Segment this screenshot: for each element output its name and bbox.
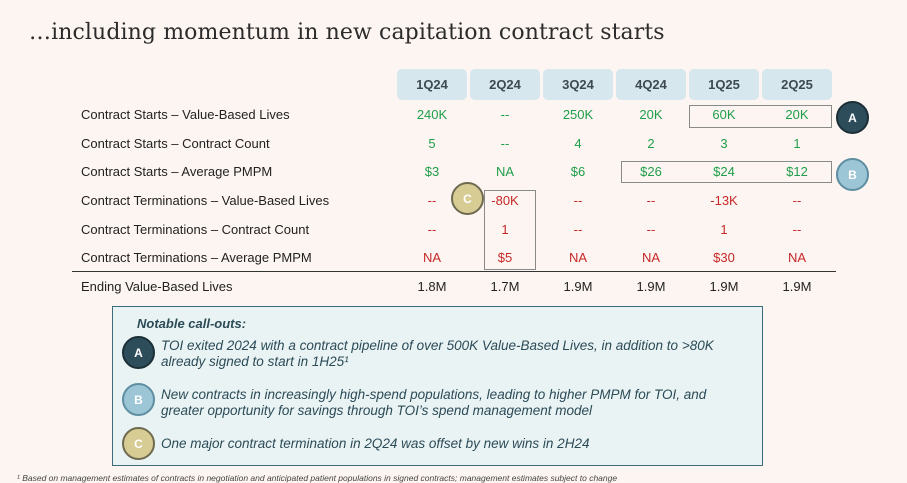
callout-text-c: One major contract termination in 2Q24 w… xyxy=(161,436,751,452)
row-label-terminations-lives: Contract Terminations – Value-Based Live… xyxy=(81,193,330,208)
table-cell: $6 xyxy=(570,164,586,179)
table-cell: 20K xyxy=(785,107,809,122)
table-cell: 1.9M xyxy=(782,279,812,294)
table-cell: 1.9M xyxy=(709,279,739,294)
table-cell: -- xyxy=(792,222,802,237)
table-cell: -- xyxy=(573,193,583,208)
callout-text-c-line1: One major contract termination in 2Q24 w… xyxy=(161,436,590,451)
table-cell: -- xyxy=(646,222,656,237)
callout-marker-a-icon: A xyxy=(122,336,155,369)
table-cell: NA xyxy=(568,250,588,265)
table-cell: NA xyxy=(641,250,661,265)
table-cell: NA xyxy=(422,250,442,265)
callout-marker-c-icon: C xyxy=(122,427,155,460)
callout-title: Notable call-outs: xyxy=(137,316,247,331)
column-header-1q24: 1Q24 xyxy=(397,69,467,100)
callout-text-b: New contracts in increasingly high-spend… xyxy=(161,387,751,419)
callout-text-b-line2: greater opportunity for savings through … xyxy=(161,403,592,418)
callout-text-a-line2: already signed to start in 1H25¹ xyxy=(161,354,349,369)
highlight-box-c xyxy=(484,190,536,270)
column-header-2q25: 2Q25 xyxy=(762,69,832,100)
table-cell: $26 xyxy=(640,164,662,179)
callout-marker-b-icon: B xyxy=(122,383,155,416)
highlight-box-b xyxy=(621,161,832,183)
table-divider xyxy=(72,271,836,272)
table-cell: $24 xyxy=(713,164,735,179)
table-cell: 4 xyxy=(574,136,582,151)
row-label-starts-pmpm: Contract Starts – Average PMPM xyxy=(81,164,273,179)
table-cell: 1.8M xyxy=(417,279,447,294)
column-header-2q24: 2Q24 xyxy=(470,69,540,100)
table-cell: 240K xyxy=(416,107,448,122)
table-cell: -- xyxy=(427,193,437,208)
callout-text-a: TOI exited 2024 with a contract pipeline… xyxy=(161,338,751,370)
table-cell: -- xyxy=(500,107,510,122)
table-cell: -13K xyxy=(710,193,738,208)
table-cell: 3 xyxy=(720,136,728,151)
table-cell: -- xyxy=(573,222,583,237)
table-cell: NA xyxy=(495,164,515,179)
column-header-1q25: 1Q25 xyxy=(689,69,759,100)
table-cell: 1 xyxy=(501,222,509,237)
marker-b-icon: B xyxy=(836,158,869,191)
highlight-box-a xyxy=(689,105,832,128)
table-cell: 1 xyxy=(720,222,728,237)
table-cell: -- xyxy=(646,193,656,208)
table-cell: $30 xyxy=(713,250,735,265)
row-label-starts-count: Contract Starts – Contract Count xyxy=(81,136,270,151)
row-label-starts-lives: Contract Starts – Value-Based Lives xyxy=(81,107,290,122)
callout-text-a-line1: TOI exited 2024 with a contract pipeline… xyxy=(161,338,714,353)
table-cell: 1.9M xyxy=(563,279,593,294)
page-title: …including momentum in new capitation co… xyxy=(29,20,665,45)
callout-panel: Notable call-outs: A TOI exited 2024 wit… xyxy=(112,306,763,466)
row-label-terminations-count: Contract Terminations – Contract Count xyxy=(81,222,310,237)
table-cell: 1.9M xyxy=(636,279,666,294)
table-cell: 250K xyxy=(562,107,594,122)
column-header-3q24: 3Q24 xyxy=(543,69,613,100)
table-cell: 20K xyxy=(639,107,663,122)
footnote: ¹ Based on management estimates of contr… xyxy=(17,473,618,483)
marker-a-icon: A xyxy=(836,101,869,134)
table-cell: 60K xyxy=(712,107,736,122)
table-cell: -80K xyxy=(491,193,519,208)
table-cell: 1.7M xyxy=(490,279,520,294)
table-cell: $5 xyxy=(497,250,513,265)
column-header-4q24: 4Q24 xyxy=(616,69,686,100)
row-label-ending-lives: Ending Value-Based Lives xyxy=(81,279,233,294)
table-cell: -- xyxy=(500,136,510,151)
table-cell: $3 xyxy=(424,164,440,179)
marker-c-icon: C xyxy=(451,182,484,215)
table-cell: $12 xyxy=(786,164,808,179)
table-cell: 2 xyxy=(647,136,655,151)
table-cell: -- xyxy=(427,222,437,237)
table-cell: -- xyxy=(792,193,802,208)
callout-text-b-line1: New contracts in increasingly high-spend… xyxy=(161,387,707,402)
table-cell: NA xyxy=(787,250,807,265)
table-cell: 1 xyxy=(793,136,801,151)
table-cell: 5 xyxy=(428,136,436,151)
row-label-terminations-pmpm: Contract Terminations – Average PMPM xyxy=(81,250,312,265)
